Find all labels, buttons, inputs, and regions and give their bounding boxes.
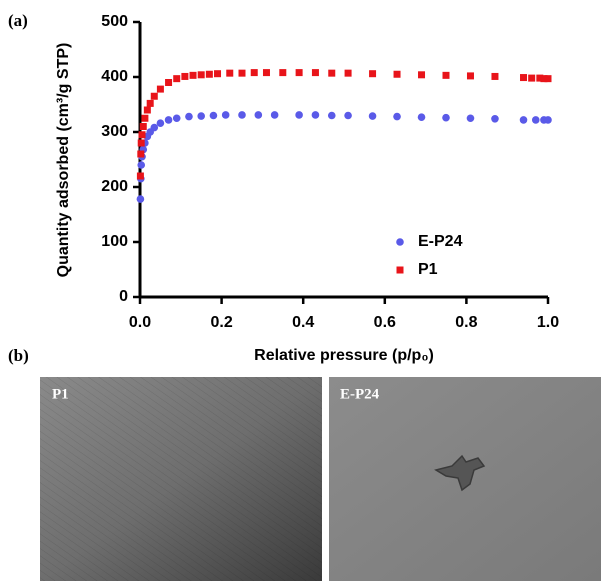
data-point (226, 69, 234, 77)
data-point (519, 116, 528, 124)
y-tick-label: 300 (101, 123, 128, 140)
data-point (393, 112, 401, 121)
data-point (270, 111, 279, 119)
data-point (328, 69, 336, 77)
data-point (214, 70, 222, 78)
legend-label: E-P24 (418, 233, 463, 250)
data-point (197, 71, 205, 79)
data-point (238, 111, 246, 119)
x-tick-label: 0.0 (129, 314, 151, 331)
data-point (491, 72, 499, 80)
legend-marker (396, 238, 404, 246)
data-point (137, 150, 145, 158)
data-point (181, 72, 189, 80)
data-point (172, 114, 181, 123)
y-axis-label: Quantity adsorbed (cm³/g STP) (55, 43, 72, 278)
image-texture (40, 377, 322, 581)
data-point (197, 112, 205, 120)
data-point (393, 70, 401, 78)
data-point (136, 195, 145, 203)
data-point (344, 111, 352, 120)
data-point (442, 113, 450, 122)
plot-area: 0 100 200 300 400 500 0.0 0.2 0.4 0.6 0.8 1.0 E-P24 P… (101, 13, 559, 331)
data-point (344, 69, 352, 77)
data-point (369, 70, 377, 78)
data-point (295, 69, 303, 77)
data-point (185, 112, 193, 121)
data-point (146, 99, 154, 107)
x-tick-label: 0.8 (455, 314, 477, 331)
data-point (531, 116, 540, 124)
y-tick-label: 200 (101, 178, 128, 195)
data-point (150, 123, 159, 132)
data-point (250, 69, 258, 77)
data-point (528, 74, 536, 82)
data-point (205, 70, 213, 78)
data-point (466, 72, 474, 80)
data-point (165, 79, 173, 86)
x-tick-label: 0.2 (210, 314, 232, 331)
y-tick-label: 400 (101, 68, 128, 85)
data-point (327, 111, 336, 120)
data-point (279, 69, 287, 77)
data-point (209, 111, 218, 120)
data-point (137, 161, 146, 169)
data-point (544, 116, 552, 124)
panel-label: (b) (8, 346, 29, 365)
data-point (466, 114, 475, 123)
data-point (520, 74, 528, 82)
data-point (221, 111, 230, 119)
x-tick-label: 1.0 (537, 314, 559, 331)
data-point (143, 106, 151, 114)
data-point (137, 139, 145, 147)
data-point (238, 69, 246, 77)
data-point (156, 85, 164, 93)
data-point (150, 92, 158, 100)
panel-label: (a) (8, 11, 28, 30)
data-point (368, 112, 377, 120)
x-tick-label: 0.6 (374, 314, 396, 331)
data-point (311, 111, 320, 119)
data-point (164, 116, 173, 124)
data-point (139, 123, 147, 130)
image-label: E-P24 (340, 386, 380, 402)
data-point (417, 113, 426, 121)
data-point (295, 111, 303, 119)
image-label: P1 (52, 386, 69, 402)
data-point (141, 114, 149, 122)
crack (434, 454, 486, 492)
y-tick-label: 500 (101, 13, 128, 30)
legend-label: P1 (418, 261, 438, 278)
x-axis-label: Relative pressure (p/p₀) (254, 347, 434, 364)
data-point (536, 74, 544, 82)
legend-marker (396, 266, 404, 274)
data-point (491, 115, 499, 123)
data-point (442, 71, 450, 79)
data-point (311, 69, 319, 77)
y-tick-label: 100 (101, 233, 128, 250)
x-tick-label: 0.4 (292, 314, 314, 331)
data-point (540, 75, 548, 83)
data-point (173, 75, 181, 83)
y-tick-label: 0 (119, 288, 128, 305)
data-point (544, 75, 552, 83)
data-point (418, 71, 426, 79)
data-point (189, 71, 197, 79)
data-point (156, 119, 165, 127)
data-point (138, 131, 146, 139)
data-point (136, 172, 144, 180)
data-point (262, 69, 270, 77)
data-point (254, 111, 263, 119)
